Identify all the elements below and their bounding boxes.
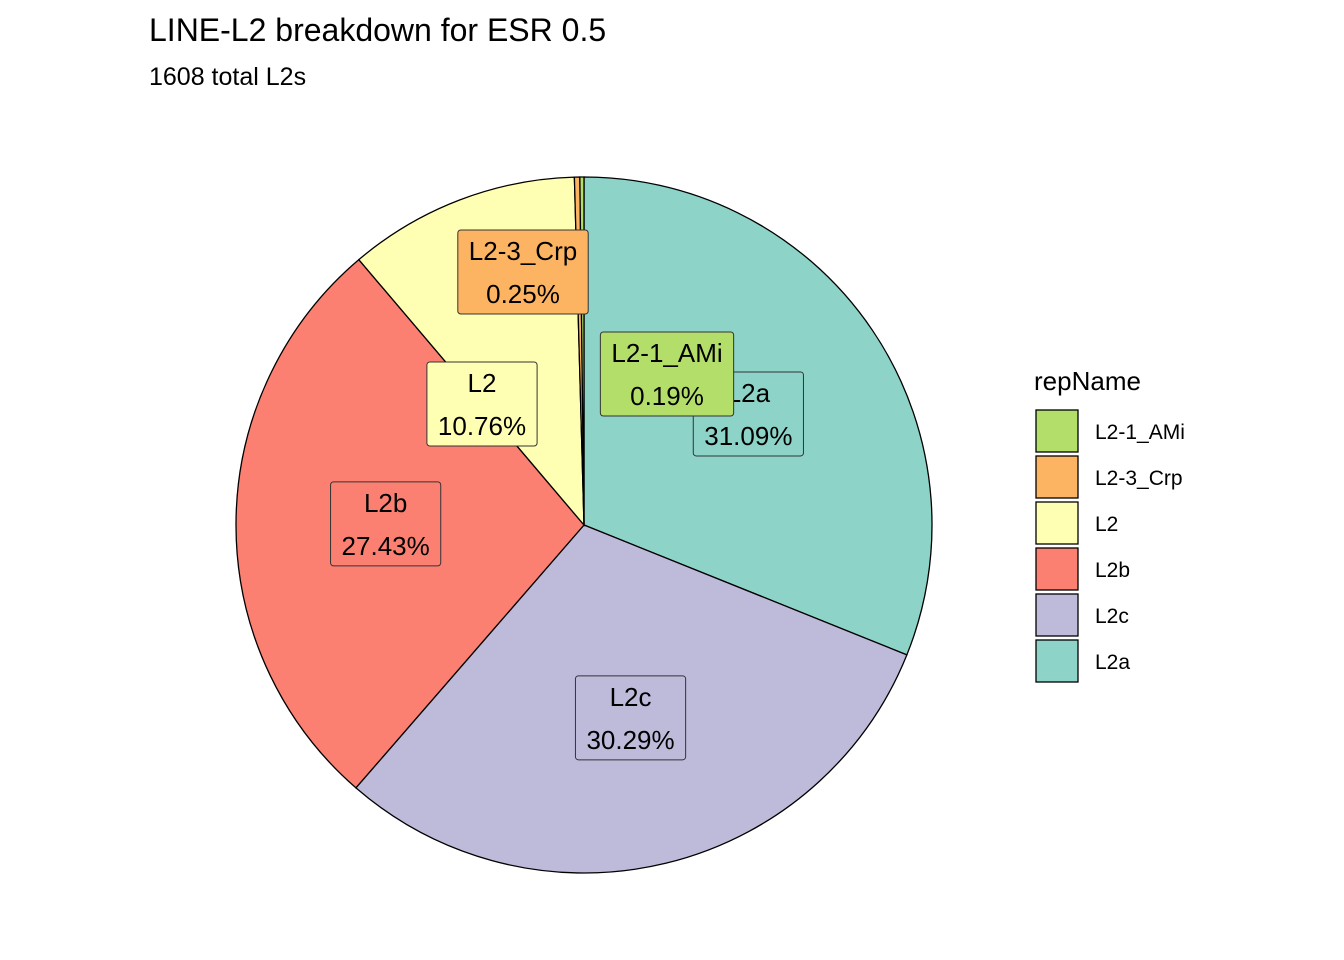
- chart-title: LINE-L2 breakdown for ESR 0.5: [149, 12, 606, 48]
- slice-label-l2: L2 10.76%: [426, 361, 538, 447]
- legend: repName L2-1_AMi L2-3_Crp L2 L2b L2c L2a: [1034, 366, 1185, 683]
- legend-key-l2-1-ami: [1035, 409, 1079, 453]
- legend-key-l2-3-crp: [1035, 455, 1079, 499]
- slice-label-l2c: L2c 30.29%: [574, 675, 687, 761]
- slice-label-box: [574, 675, 687, 761]
- slice-label-box: [426, 361, 538, 447]
- slice-label-box: [330, 481, 442, 567]
- slice-label-l2-1-ami: L2-1_AMi 0.19%: [599, 331, 735, 417]
- legend-key-l2b: [1035, 547, 1079, 591]
- slice-label-percent: 31.09%: [704, 421, 792, 451]
- legend-label-l2c: L2c: [1095, 605, 1129, 628]
- slice-label-name: L2b: [364, 488, 407, 518]
- legend-label-l2: L2: [1095, 513, 1118, 536]
- pie-labels: L2a31.09%L2c30.29%L2b27.43%L210.76%L2-3_…: [330, 229, 804, 761]
- slice-label-percent: 0.25%: [486, 279, 560, 309]
- slice-label-percent: 0.19%: [630, 381, 704, 411]
- legend-key-l2c: [1035, 593, 1079, 637]
- slice-label-l2b: L2b 27.43%: [330, 481, 442, 567]
- slice-label-percent: 30.29%: [586, 725, 674, 755]
- chart-subtitle: 1608 total L2s: [149, 63, 306, 91]
- legend-label-l2b: L2b: [1095, 559, 1130, 582]
- legend-label-l2-1-ami: L2-1_AMi: [1095, 421, 1185, 444]
- legend-key-l2: [1035, 501, 1079, 545]
- legend-label-l2-3-crp: L2-3_Crp: [1095, 467, 1183, 490]
- slice-label-name: L2-3_Crp: [469, 236, 577, 266]
- slice-label-percent: 10.76%: [438, 411, 526, 441]
- slice-label-l2-3-crp: L2-3_Crp 0.25%: [457, 229, 589, 315]
- slice-label-percent: 27.43%: [342, 531, 430, 561]
- legend-title: repName: [1034, 366, 1141, 396]
- legend-key-l2a: [1035, 639, 1079, 683]
- slice-label-name: L2c: [610, 682, 652, 712]
- slice-label-name: L2-1_AMi: [611, 338, 722, 368]
- slice-label-name: L2: [468, 368, 497, 398]
- slice-label-box: [457, 229, 589, 315]
- legend-label-l2a: L2a: [1095, 651, 1130, 674]
- slice-label-box: [599, 331, 735, 417]
